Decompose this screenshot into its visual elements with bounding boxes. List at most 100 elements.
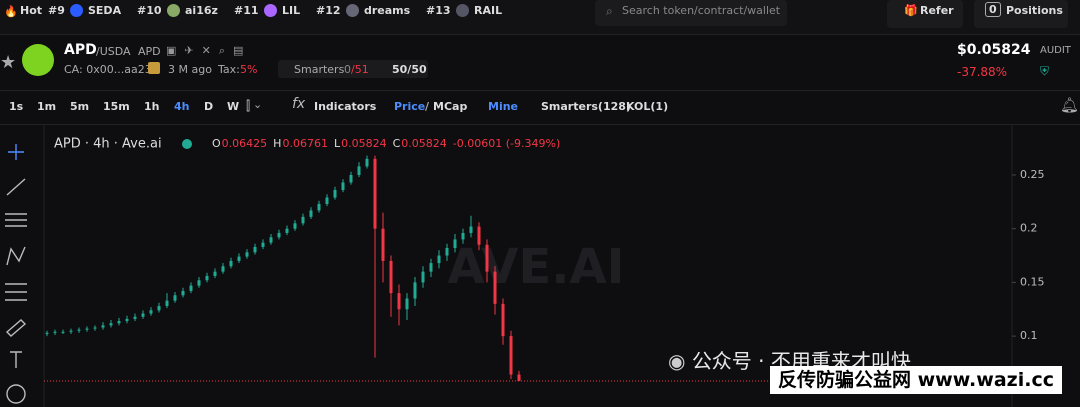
trending-icon	[346, 4, 359, 17]
alert-icon[interactable]: 🔔︎	[1060, 96, 1080, 114]
candle-body	[477, 226, 481, 245]
divider	[0, 124, 1080, 125]
audit-label[interactable]: AUDIT	[1040, 45, 1071, 56]
smarters-box[interactable]	[278, 60, 428, 78]
copy-icon[interactable]	[148, 62, 160, 74]
smarters-count: 0	[344, 63, 351, 76]
refer-label: Refer	[920, 4, 954, 17]
candle-body	[261, 242, 265, 247]
candle-body	[61, 331, 65, 333]
contract-address[interactable]: CA: 0x00...aa23	[64, 63, 152, 76]
trending-rank[interactable]: #12	[316, 4, 341, 17]
trending-rank[interactable]: #10	[137, 4, 162, 17]
candle-body	[341, 182, 345, 191]
candle-body	[429, 263, 433, 272]
candle-body	[357, 166, 361, 175]
search-box[interactable]	[595, 0, 787, 26]
candle-body	[301, 216, 305, 224]
mcap-mode[interactable]: MCap	[433, 100, 468, 113]
interval-button[interactable]: W	[227, 100, 240, 113]
interval-dropdown[interactable]: ⌄	[253, 98, 263, 111]
candle-body	[365, 158, 369, 167]
price-change: -37.88%	[957, 65, 1008, 79]
candle-body	[325, 197, 329, 204]
search-placeholder: Search token/contract/wallet	[622, 4, 781, 17]
smarters-filter[interactable]: Smarters(128)	[541, 100, 631, 113]
candle-body	[517, 374, 521, 381]
drawing-tools[interactable]	[5, 144, 27, 404]
candle-type-icon[interactable]: ⫿	[246, 99, 251, 114]
mine-button[interactable]: Mine	[488, 100, 519, 113]
price-mode[interactable]: Price	[394, 100, 426, 113]
token-symbol: APD	[64, 42, 97, 58]
indicators-button[interactable]: Indicators	[314, 100, 377, 113]
trending-rank[interactable]: #13	[426, 4, 451, 17]
token-age: 3 M ago	[168, 63, 212, 76]
fx-icon: fx	[292, 96, 306, 112]
ohlc-value: 0.05824	[401, 137, 447, 150]
trending-name[interactable]: LIL	[282, 4, 301, 17]
hot-label[interactable]: Hot	[20, 4, 43, 17]
gift-icon: 🎁	[904, 4, 918, 17]
interval-button[interactable]: 1m	[37, 100, 57, 113]
candle-body	[269, 237, 273, 243]
interval-button[interactable]: 15m	[103, 100, 130, 113]
positions-label: Positions	[1006, 4, 1063, 17]
interval-button[interactable]: 4h	[174, 100, 190, 113]
refer-button[interactable]	[887, 0, 963, 28]
trending-name[interactable]: SEDA	[88, 4, 122, 17]
tax-value: 5%	[240, 63, 258, 76]
hot-icon: 🔥	[4, 5, 18, 18]
mode-separator: /	[425, 100, 430, 113]
interval-button[interactable]: 5m	[70, 100, 90, 113]
y-tick-label: 0.1	[1020, 329, 1038, 342]
candle-body	[493, 271, 497, 304]
shield-icon: ⛨	[1040, 64, 1050, 78]
positions-button[interactable]	[974, 0, 1068, 28]
divider	[0, 90, 1080, 91]
chain-label: APD	[138, 45, 161, 58]
interval-button[interactable]: 1s	[9, 100, 24, 113]
candle-body	[197, 280, 201, 286]
favorite-star[interactable]: ★	[0, 52, 17, 73]
trending-rank[interactable]: #11	[234, 4, 259, 17]
candle-body	[149, 310, 153, 314]
kol-filter[interactable]: KOL(1)	[626, 100, 669, 113]
status-dot	[182, 139, 192, 149]
ohlc-value: 0.05824	[341, 137, 387, 150]
candle-body	[69, 330, 73, 332]
y-tick-label: 0.25	[1020, 168, 1045, 181]
candle-body	[45, 332, 49, 334]
tax-label: Tax:	[218, 63, 240, 76]
watermark: AVE.AI	[447, 239, 624, 295]
trending-rank[interactable]: #9	[48, 4, 65, 17]
candle-body	[205, 275, 209, 281]
candle-body	[333, 190, 337, 198]
y-tick-label: 0.15	[1020, 275, 1045, 288]
interval-button[interactable]: D	[204, 100, 214, 113]
candle-body	[229, 260, 233, 267]
social-icons[interactable]: ▣✈✕⌕▤	[166, 44, 252, 57]
trending-name[interactable]: dreams	[364, 4, 411, 17]
candle-body	[213, 271, 217, 276]
candle-body	[117, 321, 121, 324]
candle-body	[469, 226, 473, 233]
ohlc-label: O	[212, 137, 221, 150]
candle-body	[85, 328, 89, 330]
trending-icon	[264, 4, 277, 17]
candle-body	[389, 260, 393, 294]
candle-body	[317, 203, 321, 211]
trending-name[interactable]: ai16z	[185, 4, 218, 17]
token-logo	[22, 44, 54, 76]
candle-body	[397, 293, 401, 310]
interval-button[interactable]: 1h	[144, 100, 160, 113]
search-icon: ⌕	[606, 4, 613, 18]
trending-name[interactable]: RAIL	[474, 4, 503, 17]
holders: 50/50	[392, 63, 427, 76]
candle-body	[133, 316, 137, 319]
candle-body	[101, 325, 105, 328]
candle-body	[453, 239, 457, 249]
candle-body	[237, 256, 241, 261]
